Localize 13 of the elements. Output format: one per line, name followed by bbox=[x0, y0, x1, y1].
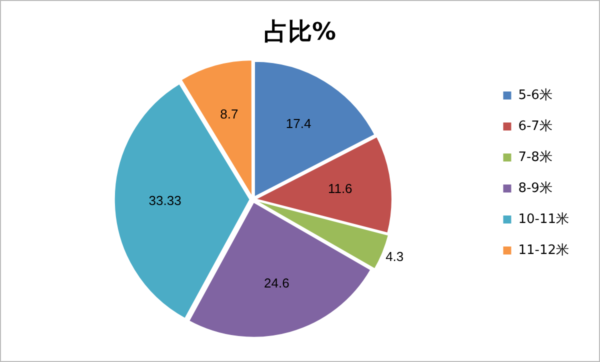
data-label: 8.7 bbox=[220, 106, 238, 122]
data-label: 17.4 bbox=[286, 116, 312, 131]
data-label: 33.33 bbox=[148, 193, 182, 208]
legend-label: 7-8米 bbox=[518, 150, 552, 165]
data-label: 11.6 bbox=[328, 181, 352, 196]
legend-label: 6-7米 bbox=[518, 118, 552, 134]
legend-label: 10-11米 bbox=[518, 212, 570, 227]
data-label: 24.6 bbox=[264, 276, 290, 291]
legend-label: 8-9米 bbox=[518, 180, 552, 196]
data-label: 4.3 bbox=[386, 248, 404, 264]
chart-title: 占比% bbox=[264, 18, 336, 46]
legend-label: 5-6米 bbox=[518, 88, 552, 103]
legend-label: 11-12米 bbox=[518, 242, 570, 258]
